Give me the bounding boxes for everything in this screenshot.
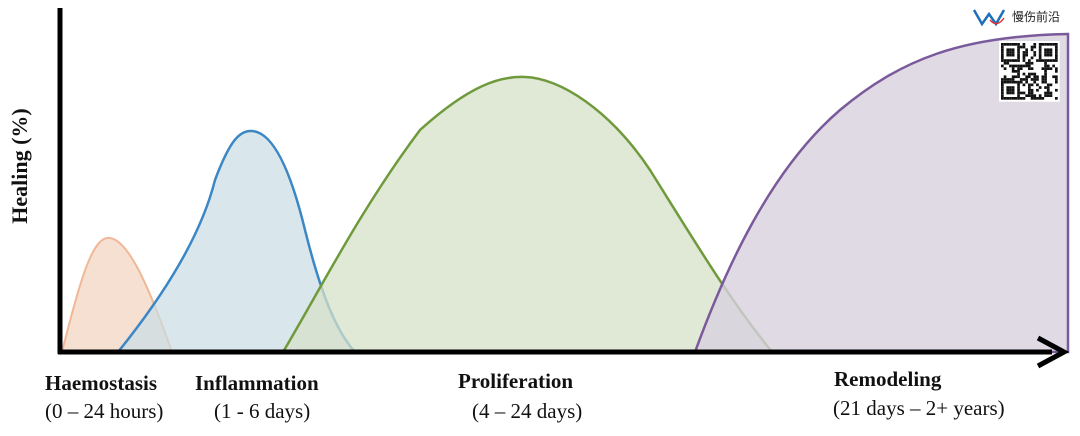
watermark-logo: 慢伤前沿 — [972, 9, 1060, 27]
logo-icon — [972, 9, 1006, 27]
remodeling-curve — [693, 32, 1070, 354]
proliferation-time: (4 – 24 days) — [472, 399, 582, 423]
qr-code — [999, 41, 1060, 102]
haemostasis-label: Haemostasis — [45, 371, 157, 395]
proliferation-curve — [280, 75, 775, 354]
proliferation-label: Proliferation — [458, 369, 573, 393]
inflammation-label: Inflammation — [195, 371, 319, 395]
x-axis-arrowhead — [1036, 335, 1070, 369]
logo-text: 慢伤前沿 — [1012, 9, 1060, 24]
inflammation-time: (1 - 6 days) — [214, 399, 310, 423]
remodeling-label: Remodeling — [834, 367, 942, 391]
haemostasis-time: (0 – 24 hours) — [45, 399, 163, 423]
remodeling-time: (21 days – 2+ years) — [833, 396, 1005, 420]
y-axis-label: Healing (%) — [7, 108, 32, 224]
